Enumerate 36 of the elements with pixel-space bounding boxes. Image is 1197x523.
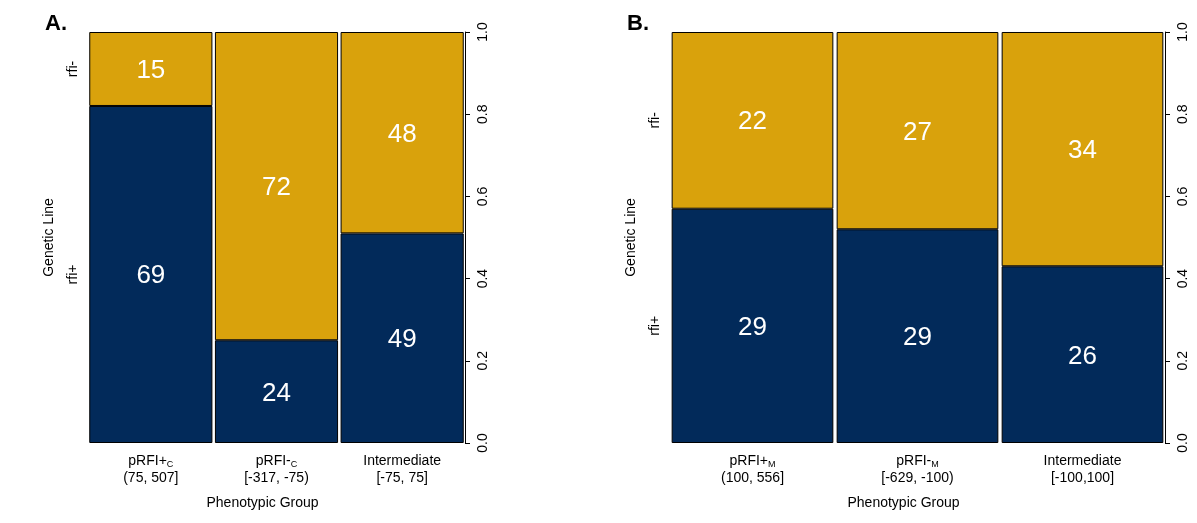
y-tick-label: 0.4 bbox=[1174, 268, 1190, 289]
y-tick-label: 0.2 bbox=[1174, 350, 1190, 371]
y-tick-label: 0.6 bbox=[474, 186, 490, 207]
annotation: 22 bbox=[738, 105, 767, 136]
y-tick-label: 0.4 bbox=[474, 268, 490, 289]
chart-title: A. bbox=[45, 9, 67, 35]
y-tick-label: 1.0 bbox=[1174, 22, 1190, 42]
annotation: 29 bbox=[903, 321, 932, 352]
annotation: 69 bbox=[136, 259, 166, 290]
chart-title: B. bbox=[627, 9, 649, 35]
annotation: 48 bbox=[387, 117, 417, 148]
text: rfi+ bbox=[64, 264, 80, 285]
y-tick-label: 1.0 bbox=[474, 22, 490, 42]
x-tick-label: Intermediate [-100,100] bbox=[1043, 451, 1122, 485]
annotation: 26 bbox=[1068, 339, 1097, 370]
annotation: 27 bbox=[903, 115, 932, 146]
y-axis-title: Genetic Line bbox=[40, 197, 56, 277]
annotation: 34 bbox=[1068, 134, 1097, 165]
y-tick-label: 0.6 bbox=[1174, 186, 1190, 207]
text: rfi+ bbox=[646, 315, 662, 336]
y-tick-label: 0.8 bbox=[1174, 104, 1190, 124]
annotation: 24 bbox=[262, 376, 291, 407]
y-axis-title: Genetic Line bbox=[622, 197, 638, 277]
y-tick-label: 0.8 bbox=[474, 104, 490, 124]
annotation: 29 bbox=[738, 310, 767, 341]
annotation: 72 bbox=[262, 171, 291, 202]
annotation: 49 bbox=[387, 323, 417, 354]
y-tick-label: 0.0 bbox=[474, 433, 490, 453]
x-tick-label: Intermediate [-75, 75] bbox=[363, 451, 442, 485]
text: rfi- bbox=[64, 60, 80, 78]
y-tick-label: 0.2 bbox=[474, 350, 490, 371]
x-axis-title: Phenotypic Group bbox=[206, 494, 319, 510]
text: rfi- bbox=[646, 111, 662, 129]
annotation: 15 bbox=[136, 53, 166, 84]
y-tick-label: 0.0 bbox=[1174, 433, 1190, 453]
x-axis-title: Phenotypic Group bbox=[847, 494, 960, 510]
